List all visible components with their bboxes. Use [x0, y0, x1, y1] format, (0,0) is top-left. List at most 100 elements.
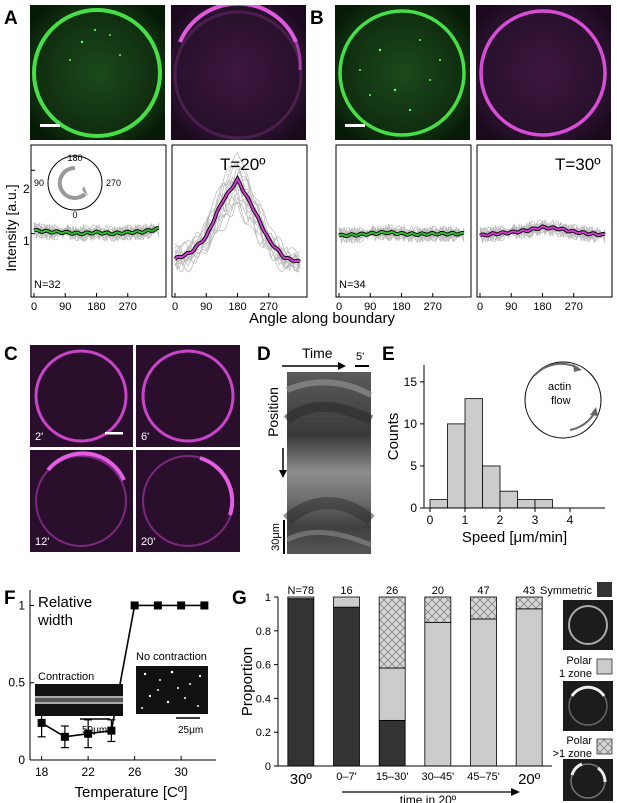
- individual-trace: [174, 164, 301, 258]
- legend-swatch-polar2: [596, 738, 613, 755]
- ab-ytick: 1: [23, 234, 30, 248]
- legend-swatch-symmetric: [597, 582, 612, 597]
- scale-1: 50μm: [82, 725, 107, 736]
- histogram-bar: [482, 465, 501, 509]
- x-tick-label: 270: [424, 301, 442, 313]
- timestamp: 12': [35, 536, 49, 548]
- n-label-b: N=34: [339, 279, 366, 291]
- inset-label-top: 180: [67, 153, 82, 163]
- legend-polar1-l2: 1 zone: [559, 668, 592, 680]
- kymograph: [283, 372, 375, 554]
- f-title-line1: Relative: [38, 594, 92, 611]
- inset-label-right: 270: [106, 178, 121, 188]
- category-label: 15–30': [376, 771, 409, 783]
- n-label: 47: [477, 585, 489, 597]
- data-point: [177, 601, 186, 610]
- panel-label-f: F: [4, 588, 16, 609]
- panel-label-e: E: [382, 344, 395, 365]
- x-tick-label: 90: [364, 301, 376, 313]
- histogram-bar: [499, 490, 518, 509]
- n-label-a: N=32: [34, 279, 61, 291]
- x-axis-label: Speed [μm/min]: [462, 529, 567, 546]
- legend-symmetric: Symmetric: [540, 585, 592, 597]
- time-label: Time: [302, 345, 333, 361]
- x-axis-label: Temperature [Cº]: [74, 784, 187, 801]
- inset-no-contraction: No contraction 25μm: [136, 651, 208, 736]
- data-point: [107, 726, 116, 735]
- angle-inset: 180 90 270 0: [34, 153, 121, 220]
- data-point: [84, 729, 93, 738]
- panel-label-a: A: [4, 8, 18, 29]
- y-tick-label: 0: [18, 753, 25, 767]
- time-arrow-head: [511, 788, 520, 796]
- stacked-bar-segment: [333, 596, 360, 608]
- histogram-bar: [517, 499, 536, 509]
- y-axis-label: Counts: [385, 413, 402, 461]
- panel-label-b: B: [310, 8, 324, 29]
- example-image-symmetric: [563, 600, 613, 650]
- panel-label-c: C: [4, 344, 18, 365]
- stacked-bar-segment: [333, 606, 360, 767]
- plot-frame: [335, 144, 472, 298]
- inset-contraction: Contraction 50μm: [35, 671, 123, 736]
- y-tick-label: 0.2: [256, 727, 271, 739]
- stacked-bar-segment: [378, 596, 406, 669]
- actin-flow-inset: actin flow: [524, 361, 602, 439]
- image-a-magenta: [171, 5, 306, 140]
- stacked-bar-segment: [470, 596, 497, 620]
- n-label: 26: [386, 585, 398, 597]
- y-tick-label: 0.5: [8, 676, 25, 690]
- x-tick-label: 26: [128, 765, 142, 779]
- position-arrow-head: [279, 470, 287, 478]
- legend-swatch-polar1: [596, 658, 613, 675]
- stacked-bar-segment: [424, 596, 452, 623]
- stacked-bar-segment: [470, 618, 497, 767]
- x-tick-label: 270: [119, 301, 137, 313]
- individual-trace: [174, 203, 301, 273]
- time-arrow-head: [338, 362, 346, 370]
- x-tick-label: 90: [505, 301, 517, 313]
- category-label: 30–45': [421, 771, 454, 783]
- individual-trace: [174, 183, 300, 267]
- plot-frame: [476, 144, 613, 298]
- contraction-label: Contraction: [38, 671, 94, 683]
- actin-label: actin: [548, 381, 571, 393]
- stacked-bar-segment: [378, 719, 406, 767]
- position-label: Position: [265, 387, 281, 437]
- data-point: [130, 601, 139, 610]
- individual-trace: [479, 223, 606, 243]
- y-tick-label: 0: [410, 501, 417, 515]
- y-tick-label: 15: [404, 375, 418, 389]
- x-tick-label: 2: [497, 513, 504, 527]
- plot-frame: [30, 144, 167, 298]
- image-grid-c: 2' 6' 12' 20': [30, 345, 240, 552]
- x-tick-label: 180: [228, 301, 246, 313]
- scale-2: 25μm: [178, 725, 203, 736]
- time-in-20-label: time in 20º: [400, 793, 457, 803]
- inset-label-bottom: 0: [72, 210, 77, 220]
- ab-ytick: 2: [23, 182, 30, 196]
- x-tick-label: 1: [462, 513, 469, 527]
- category-label: 0–7': [336, 771, 356, 783]
- title-a: T=20º: [220, 155, 265, 174]
- x-tick-label: 22: [81, 765, 95, 779]
- mean-line: [33, 227, 159, 236]
- no-contraction-label: No contraction: [136, 651, 207, 663]
- y-axis-label: Proportion: [239, 647, 256, 716]
- stacked-bar-segment: [424, 621, 452, 767]
- scale-bar: [345, 124, 365, 127]
- inset-label-left: 90: [34, 178, 44, 188]
- data-point: [60, 732, 69, 741]
- y-tick-label: 1: [18, 598, 25, 612]
- n-label: 20: [432, 585, 444, 597]
- x-tick-label: 0: [477, 301, 483, 313]
- x-tick-label: 4: [567, 513, 574, 527]
- panel-label-g: G: [232, 588, 247, 609]
- timestamp: 20': [141, 536, 155, 548]
- image-b-green: [335, 5, 470, 140]
- x-tick-label: 0: [427, 513, 434, 527]
- n-label: N=78: [288, 585, 315, 597]
- x-tick-label: 0: [31, 301, 37, 313]
- x-tick-label: 18: [35, 765, 49, 779]
